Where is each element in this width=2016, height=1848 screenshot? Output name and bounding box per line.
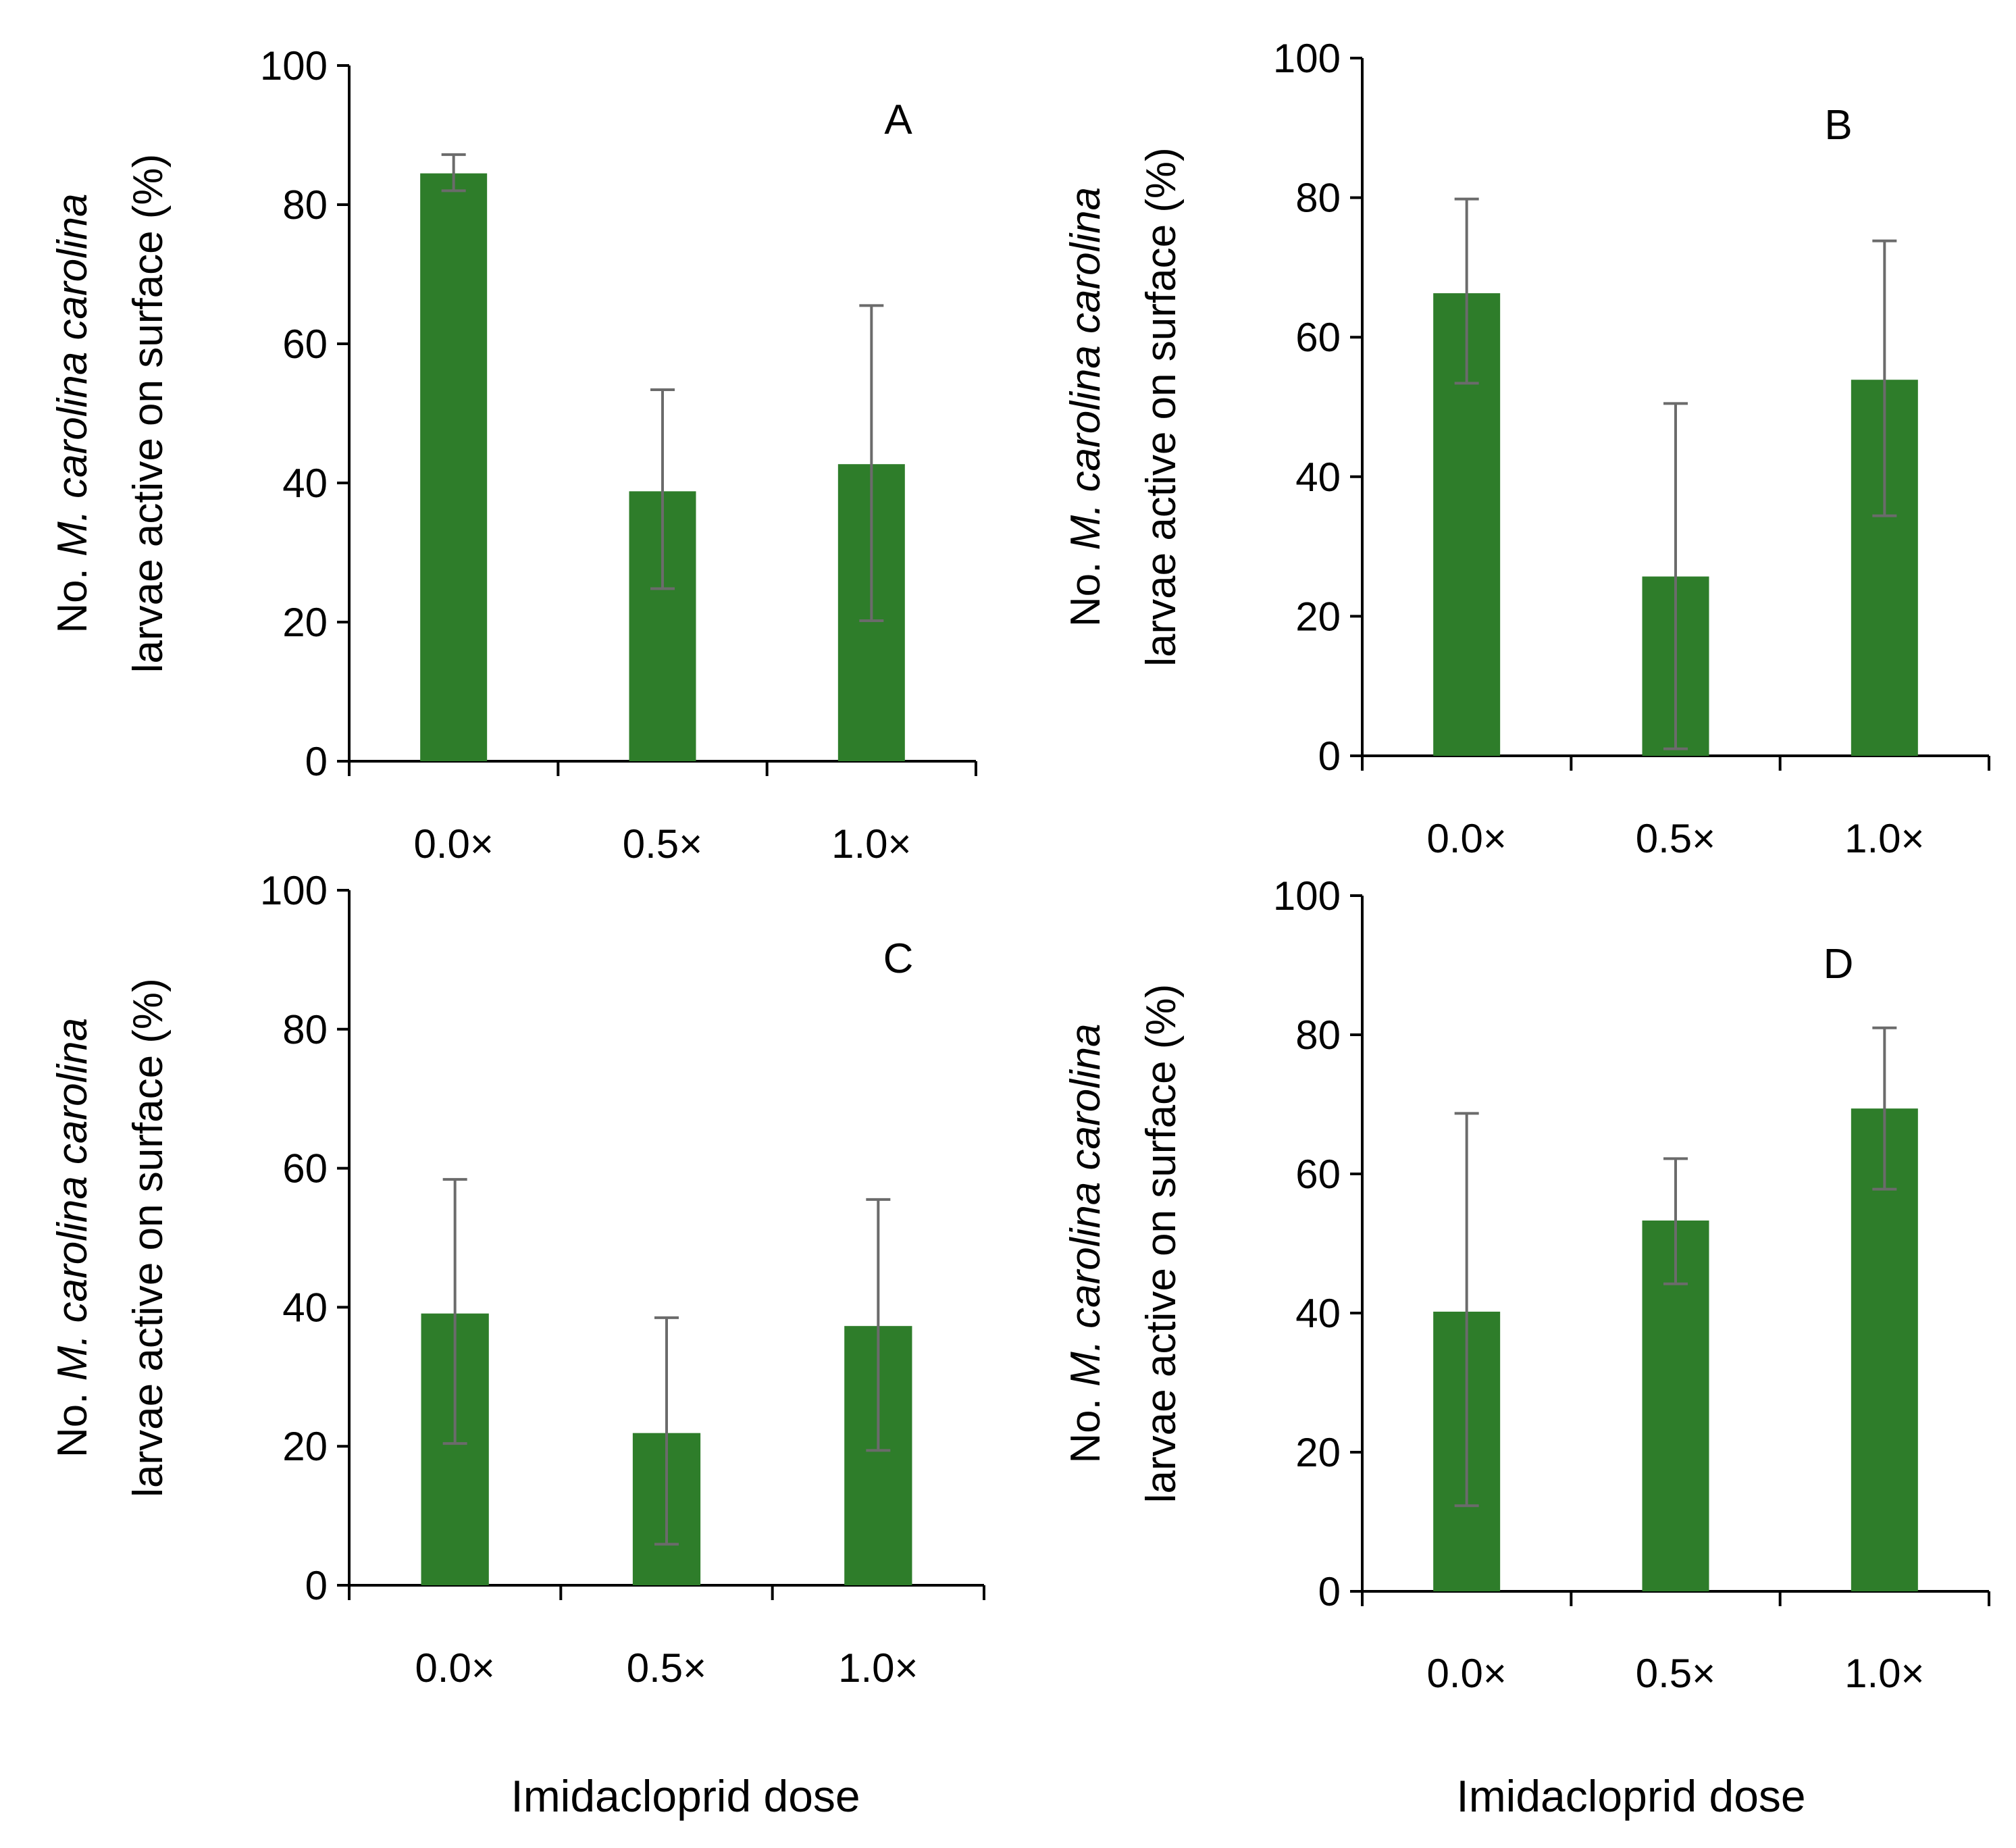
y-tick-label: 100	[1273, 36, 1341, 81]
panel-d: 0 20 40 60 80 100 0.0× 0.5× 1.0× D No. M. carolina…	[1062, 873, 1990, 1696]
x-tick-label: 0.0×	[413, 821, 493, 867]
panel-label-d: D	[1824, 941, 1854, 987]
y-axis-title-prefix: No.	[49, 557, 96, 634]
y-tick-label: 100	[260, 43, 328, 88]
y-tick-label: 100	[1273, 873, 1341, 919]
y-tick-label: 20	[282, 600, 328, 645]
y-tick-label: 80	[1295, 1012, 1341, 1058]
y-tick-label: 80	[282, 182, 328, 228]
y-axis-title-line2: larvae active on surface (%)	[125, 978, 172, 1497]
y-axis-title-prefix: No.	[1062, 1387, 1109, 1464]
y-tick-label: 0	[305, 739, 328, 784]
y-axis-title-species: M. carolina carolina	[49, 193, 96, 557]
panel-label-c: C	[883, 935, 914, 982]
y-axis-title-species: M. carolina carolina	[49, 1018, 96, 1381]
y-tick-label: 60	[282, 1146, 328, 1191]
panel-c: 0 20 40 60 80 100 0.0× 0.5× 1.0× C No. M. carolina…	[49, 868, 985, 1691]
x-tick-label: 1.0×	[1844, 1651, 1924, 1696]
y-tick-label: 40	[1295, 1291, 1341, 1336]
y-tick-label: 20	[282, 1424, 328, 1469]
y-tick-label: 0	[1318, 734, 1341, 779]
y-tick-label: 40	[282, 461, 328, 506]
y-tick-label: 80	[1295, 176, 1341, 221]
y-tick-label: 20	[1295, 594, 1341, 639]
y-tick-label: 100	[260, 868, 328, 913]
panel-label-b: B	[1824, 102, 1852, 149]
bar	[420, 173, 488, 761]
y-tick-label: 0	[1318, 1569, 1341, 1614]
panel-a: 0 20 40 60 80 100 0.0× 0.5× 1.0× A No. M. carolina…	[49, 43, 977, 867]
x-tick-label: 1.0×	[1844, 816, 1924, 861]
y-axis-title-line1: No. M. carolina carolina	[1062, 1023, 1109, 1463]
x-tick-label: 1.0×	[831, 821, 911, 867]
y-axis-title-line2: larvae active on surface (%)	[1138, 147, 1185, 666]
y-tick-label: 60	[282, 322, 328, 367]
y-axis-title-line2: larvae active on surface (%)	[125, 154, 172, 673]
y-tick-label: 40	[1295, 455, 1341, 500]
y-axis-title-prefix: No.	[1062, 550, 1109, 627]
y-tick-label: 80	[282, 1007, 328, 1052]
x-tick-label: 1.0×	[838, 1645, 918, 1691]
y-tick-label: 60	[1295, 1152, 1341, 1197]
x-tick-label: 0.5×	[1636, 1651, 1715, 1696]
y-axis-title-line1: No. M. carolina carolina	[49, 193, 96, 633]
y-axis-title-line2: larvae active on surface (%)	[1138, 984, 1185, 1503]
x-tick-label: 0.0×	[1426, 816, 1506, 861]
panel-b: 0 20 40 60 80 100 0.0× 0.5× 1.0× B No. M. carolina…	[1062, 36, 1990, 861]
y-tick-label: 20	[1295, 1430, 1341, 1475]
panel-label-a: A	[884, 97, 912, 143]
y-axis-title-line1: No. M. carolina carolina	[1062, 187, 1109, 627]
panels: 0 20 40 60 80 100 0.0× 0.5× 1.0× A No. M. carolina…	[49, 36, 1990, 1696]
x-tick-label: 0.5×	[627, 1645, 706, 1691]
x-tick-label: 0.0×	[1426, 1651, 1506, 1696]
x-tick-label: 0.5×	[1636, 816, 1715, 861]
x-tick-label: 0.5×	[623, 821, 702, 867]
y-axis-title-species: M. carolina carolina	[1062, 187, 1109, 550]
x-axis-title-right: Imidacloprid dose	[1456, 1771, 1805, 1821]
y-axis-title-species: M. carolina carolina	[1062, 1023, 1109, 1387]
x-tick-label: 0.0×	[415, 1645, 494, 1691]
y-axis-title-line1: No. M. carolina carolina	[49, 1018, 96, 1458]
y-tick-label: 60	[1295, 315, 1341, 360]
y-axis-title-prefix: No.	[49, 1381, 96, 1458]
y-tick-label: 40	[282, 1285, 328, 1330]
x-axis-title-left: Imidacloprid dose	[511, 1771, 860, 1821]
y-tick-label: 0	[305, 1563, 328, 1608]
